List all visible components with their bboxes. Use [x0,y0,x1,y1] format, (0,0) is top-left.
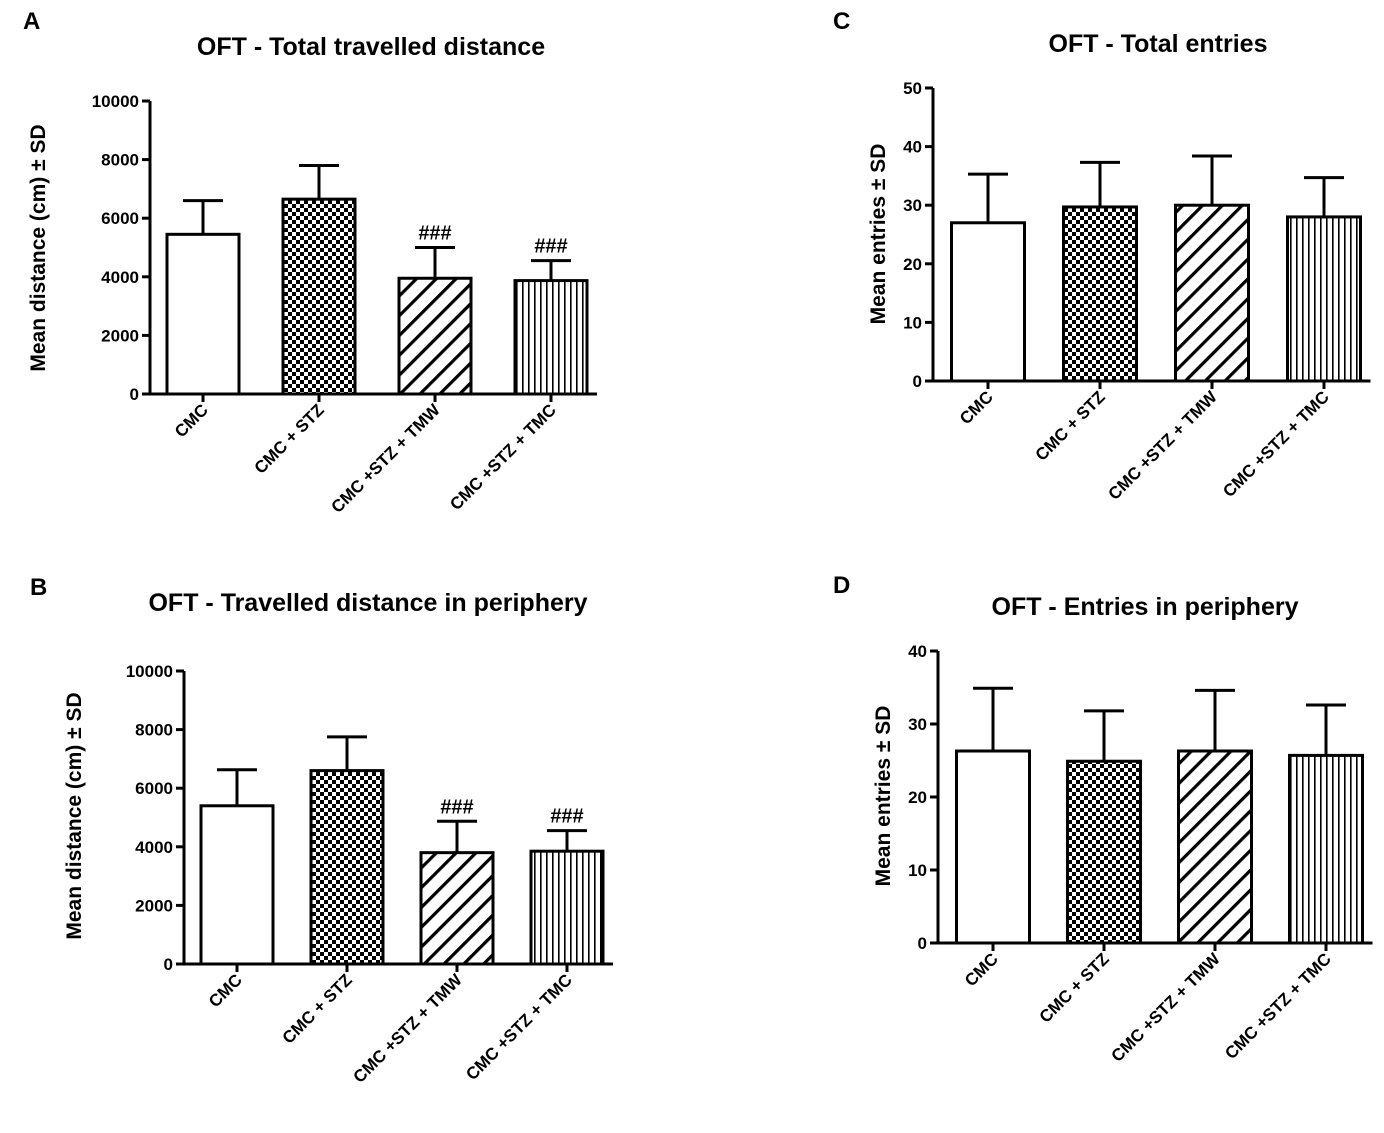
x-category-label-d: CMC + STZ [1036,949,1113,1026]
y-tick-label-d: 20 [908,788,927,807]
y-tick-label-b: 8000 [135,721,173,740]
bar-b [419,851,495,966]
significance-label-b: ### [550,806,583,828]
x-category-label-a: CMC + STZ [251,400,328,477]
bar-b [529,849,605,966]
bar-b [199,804,275,966]
x-category-label-d: CMC [961,949,1002,990]
x-category-label-c: CMC + STZ [1032,387,1109,464]
y-tick-label-b: 4000 [135,838,173,857]
bar-a [513,279,589,396]
y-tick-label-c: 50 [903,79,922,98]
bar-a [165,232,241,396]
chart-title-d: OFT - Entries in periphery [992,593,1299,621]
y-tick-label-d: 10 [908,861,927,880]
y-axis-label-b: Mean distance (cm) ± SD [63,692,86,939]
x-category-label-a: CMC +STZ + TMW [328,400,445,517]
x-category-label-b: CMC [205,970,246,1011]
y-tick-label-d: 30 [908,715,927,734]
bar-a [281,197,357,396]
bar-c [1062,205,1138,383]
significance-label-b: ### [440,796,473,818]
x-category-label-b: CMC +STZ + TMW [350,970,467,1087]
y-tick-label-b: 10000 [126,662,173,681]
y-tick-label-c: 10 [903,313,922,332]
x-category-label-d: CMC +STZ + TMC [1221,949,1335,1063]
y-tick-label-a: 4000 [101,268,139,287]
panel-letter-a: A [23,8,40,35]
bar-c [950,221,1026,383]
panel-letter-c: C [833,8,850,35]
chart-title-c: OFT - Total entries [1049,30,1268,58]
bar-d [1066,759,1142,945]
bar-b [309,769,385,966]
x-category-label-b: CMC + STZ [279,970,356,1047]
x-category-label-a: CMC [171,400,212,441]
panel-d: D OFT - Entries in periphery Mean entrie… [833,572,1373,1066]
y-axis-label-c: Mean entries ± SD [867,144,890,325]
y-tick-label-a: 6000 [101,209,139,228]
bar-c [1286,215,1362,383]
y-tick-label-c: 20 [903,255,922,274]
x-category-label-a: CMC +STZ + TMC [446,400,560,514]
bar-d [1288,753,1364,945]
y-tick-label-d: 0 [918,934,927,953]
panel-letter-d: D [833,572,850,599]
y-axis-label-a: Mean distance (cm) ± SD [27,124,50,371]
y-tick-label-a: 10000 [92,92,139,111]
x-category-label-d: CMC +STZ + TMW [1108,949,1225,1066]
y-tick-label-a: 0 [130,385,139,404]
bar-a [397,276,473,396]
panel-b: B OFT - Travelled distance in periphery … [30,574,613,1087]
bar-c [1174,203,1250,383]
plot-area-b: 0 2000 4000 6000 8000 10000 CMC CMC + STZ ### CMC… [126,662,613,1087]
significance-label-a: ### [418,223,451,245]
x-category-label-c: CMC +STZ + TMC [1219,387,1333,501]
x-category-label-b: CMC +STZ + TMC [462,970,576,1084]
x-category-label-c: CMC [956,387,997,428]
panel-letter-b: B [30,574,47,601]
y-tick-label-c: 40 [903,138,922,157]
chart-title-a: OFT - Total travelled distance [197,33,545,61]
y-tick-label-b: 0 [164,955,173,974]
panel-c: C OFT - Total entries Mean entries ± SD … [833,8,1371,504]
significance-label-a: ### [534,236,567,258]
y-axis-label-d: Mean entries ± SD [872,706,895,887]
y-tick-label-c: 30 [903,196,922,215]
bar-d [1177,749,1253,945]
panel-a: A OFT - Total travelled distance Mean di… [23,8,597,517]
plot-area-a: 0 2000 4000 6000 8000 10000 CMC CMC + STZ ### CMC… [92,92,597,517]
y-tick-label-c: 0 [913,372,922,391]
y-tick-label-b: 2000 [135,896,173,915]
y-tick-label-a: 2000 [101,326,139,345]
x-category-label-c: CMC +STZ + TMW [1105,387,1222,504]
y-tick-label-b: 6000 [135,779,173,798]
y-tick-label-a: 8000 [101,151,139,170]
bar-d [955,749,1031,945]
chart-title-b: OFT - Travelled distance in periphery [148,589,587,617]
y-tick-label-d: 40 [908,642,927,661]
